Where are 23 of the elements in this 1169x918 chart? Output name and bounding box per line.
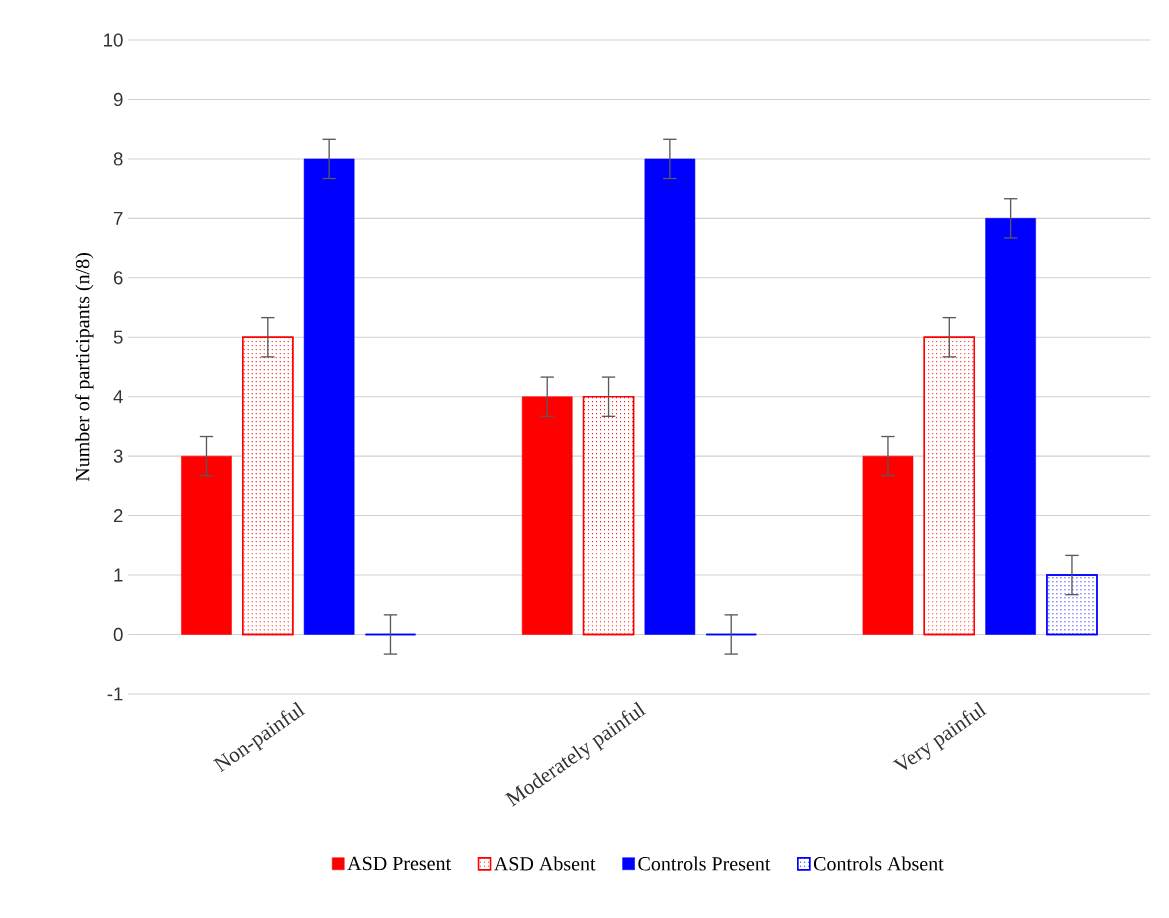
bar — [644, 158, 696, 635]
y-axis-title: Number of participants (n/8) — [75, 253, 94, 482]
y-tick-label: -1 — [107, 687, 123, 701]
legend-label: Controls Absent — [813, 856, 944, 871]
bar — [521, 396, 573, 635]
bar — [862, 455, 914, 635]
y-tick-label: 5 — [113, 330, 123, 344]
y-tick-label: 7 — [113, 211, 123, 225]
y-tick-label: 6 — [113, 271, 123, 285]
y-tick-label: 4 — [113, 390, 123, 404]
legend-label: ASD Present — [347, 856, 452, 871]
y-tick-label: 0 — [113, 627, 123, 642]
bar — [181, 455, 232, 635]
y-tick-label: 2 — [113, 509, 123, 523]
legend-label: Controls Present — [638, 856, 771, 871]
y-tick-label: 9 — [113, 92, 123, 107]
y-tick-label: 10 — [104, 33, 123, 47]
bar — [985, 218, 1036, 635]
y-tick-label: 8 — [113, 152, 123, 166]
bar — [303, 158, 355, 635]
legend-label: ASD Absent — [494, 856, 596, 871]
y-tick-label: 3 — [113, 449, 123, 463]
y-tick-label: 1 — [114, 568, 123, 582]
